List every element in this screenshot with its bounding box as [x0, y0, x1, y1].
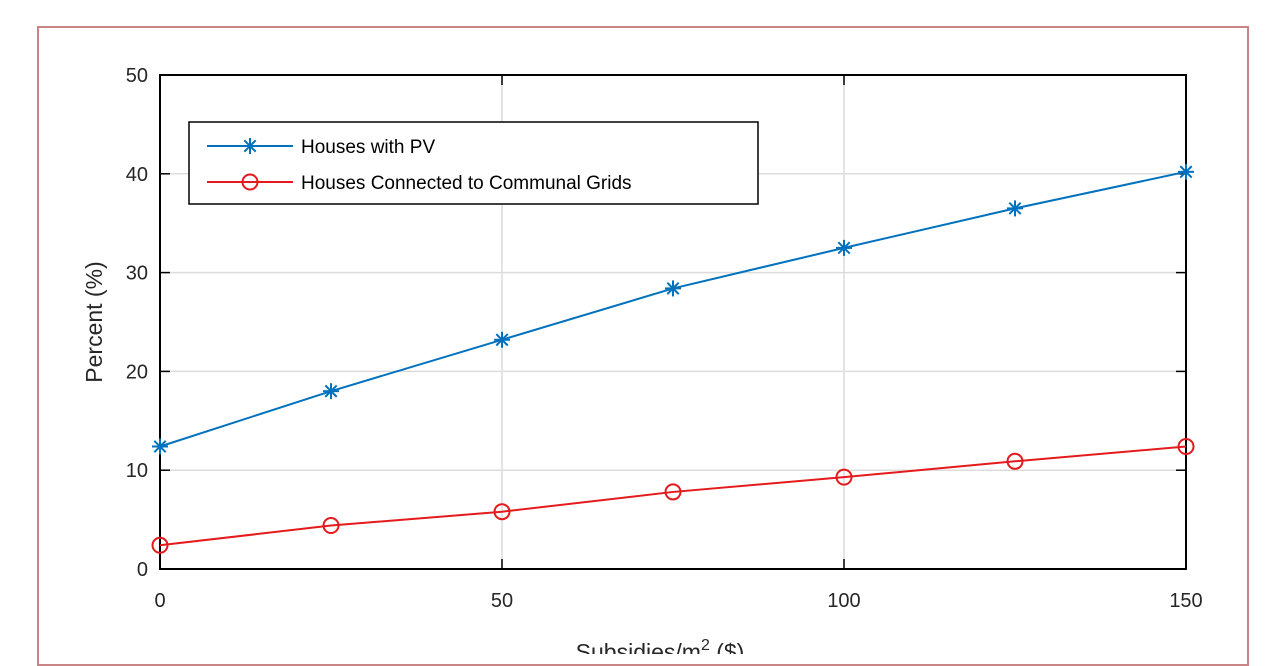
legend-marker-grid: [241, 173, 259, 191]
data-point: [323, 383, 339, 400]
data-point: [1177, 437, 1195, 455]
series-layer: [151, 163, 1195, 554]
y-axis-label: Percent (%): [81, 261, 107, 382]
data-point: [1006, 452, 1024, 470]
x-axis-label: Subsidies/m2 ($): [576, 637, 745, 654]
data-point: [151, 536, 169, 554]
data-point: [835, 468, 853, 486]
legend-label-pv: Houses with PV: [301, 137, 435, 158]
y-tick-label: 40: [126, 164, 148, 186]
y-tick-label: 20: [126, 361, 148, 383]
data-point: [665, 280, 681, 297]
asterisk-stroke: [495, 333, 509, 347]
asterisk-stroke: [243, 139, 257, 153]
legend-marker: [241, 173, 259, 191]
axis-ticks: 0 50 100 150 0 10 20 30 40 50: [126, 65, 1203, 612]
data-point: [1007, 200, 1023, 217]
x-axis-label-suffix: ($): [710, 639, 745, 654]
y-tick-label: 50: [126, 65, 148, 87]
data-point: [322, 517, 340, 535]
x-axis-label-main: Subsidies/m: [576, 639, 701, 654]
x-tick-label: 50: [491, 590, 513, 612]
plot-area: [159, 74, 1187, 570]
data-point: [152, 438, 168, 455]
legend-marker: [242, 138, 258, 154]
legend-marker-pv: [242, 138, 258, 154]
asterisk-stroke: [153, 440, 167, 453]
asterisk-stroke: [837, 241, 851, 255]
legend: Houses with PV Houses Connected to Commu…: [188, 121, 759, 205]
x-tick-label: 150: [1169, 590, 1202, 612]
legend-label-grid: Houses Connected to Communal Grids: [301, 173, 632, 194]
data-point: [494, 331, 510, 348]
x-tick-label: 100: [827, 590, 860, 612]
asterisk-stroke: [666, 282, 680, 295]
y-tick-label: 0: [137, 559, 148, 581]
data-point: [1178, 163, 1194, 180]
asterisk-stroke: [324, 384, 338, 398]
asterisk-stroke: [1179, 165, 1193, 179]
asterisk-stroke: [1008, 201, 1022, 215]
series-line-0: [159, 170, 1187, 448]
x-tick-label: 0: [154, 590, 165, 612]
x-axis-label-superscript: 2: [701, 637, 710, 654]
data-point: [664, 483, 682, 501]
series-line-1: [159, 445, 1187, 547]
data-point: [836, 239, 852, 256]
legend-box: [188, 121, 759, 205]
y-tick-label: 30: [126, 263, 148, 285]
y-tick-label: 10: [126, 460, 148, 482]
data-point: [493, 503, 511, 521]
